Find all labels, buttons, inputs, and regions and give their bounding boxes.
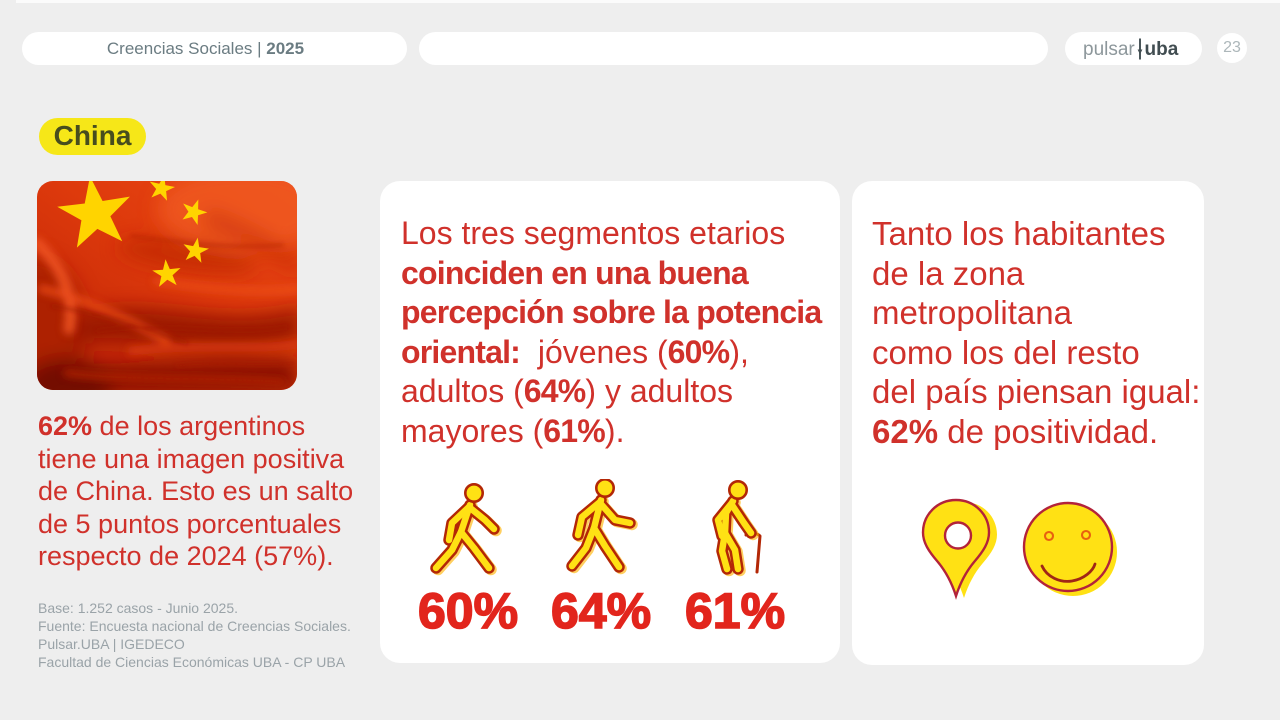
svg-text:uba: uba	[1144, 39, 1178, 60]
svg-text:pulsar: pulsar	[1083, 39, 1135, 60]
